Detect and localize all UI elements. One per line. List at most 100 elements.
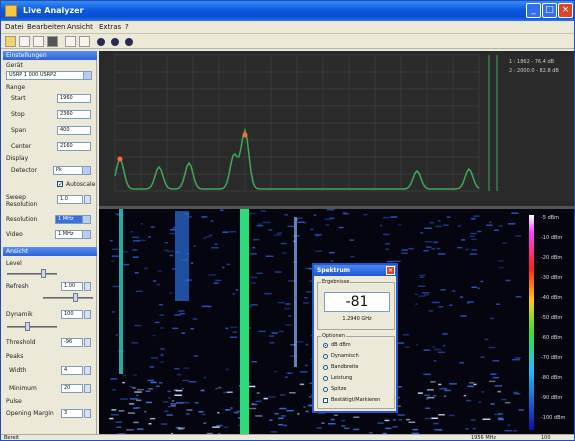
stop-label: Stop (11, 111, 25, 118)
menu-bearbeiten[interactable]: Bearbeiten (27, 23, 66, 31)
level-slider[interactable] (7, 273, 57, 275)
waterfall-pixel (122, 374, 126, 377)
open-icon[interactable] (5, 36, 16, 47)
waterfall-pixel (433, 241, 438, 244)
option-label-1: Dynamisch (331, 353, 359, 359)
camera-icon[interactable] (47, 36, 58, 47)
waterfall-pixel (229, 231, 237, 233)
waterfall-pixel (306, 291, 312, 293)
autoscale-checkbox[interactable]: ✓ (57, 181, 64, 188)
refresh-slider[interactable] (43, 297, 93, 299)
video-select[interactable]: 1 MHz (55, 230, 91, 239)
width-spinner[interactable] (84, 366, 91, 375)
grid-icon[interactable] (79, 36, 90, 47)
waterfall-pixel (150, 381, 157, 384)
app-icon (5, 5, 17, 17)
option-radio-3[interactable] (323, 376, 328, 381)
waterfall-pixel (111, 414, 119, 416)
option-radio-4[interactable] (323, 387, 328, 392)
option-radio-1[interactable] (323, 354, 328, 359)
minimum-field[interactable]: 20 (61, 384, 83, 393)
detector-select[interactable]: Pk (53, 166, 91, 175)
waterfall-pixel (307, 404, 315, 407)
waterfall-pixel (218, 386, 222, 389)
stop-field[interactable]: 2360 (57, 110, 91, 119)
option-label-2: Bandbreite (331, 364, 359, 370)
waterfall-pixel (188, 381, 197, 383)
opening-field[interactable]: 3 (61, 409, 83, 418)
pulse-label: Pulse (6, 398, 22, 405)
view-section-header[interactable]: Ansicht (3, 247, 97, 256)
menu-extras[interactable]: Extras (99, 23, 122, 31)
waterfall-pixel (202, 413, 206, 416)
waterfall-pixel (233, 412, 239, 414)
waterfall-pixel (471, 238, 477, 241)
threshold-field[interactable]: -96 (61, 338, 83, 347)
waterfall-pixel (118, 410, 125, 412)
waterfall-pixel (463, 394, 467, 397)
dialog-close-icon[interactable]: × (386, 266, 395, 275)
spectrum-plot[interactable]: 1 : 1862 - 76.4 dB 2 : 2000.0 - 82.8 dB (99, 51, 574, 206)
waterfall-pixel (498, 266, 504, 269)
dynamic-slider-thumb[interactable] (25, 322, 30, 331)
waterfall-pixel (303, 222, 307, 224)
close-button[interactable]: × (558, 3, 573, 18)
waterfall-pixel (248, 407, 257, 410)
waterfall-pixel (263, 397, 268, 400)
waterfall-pixel (160, 327, 164, 329)
maximize-button[interactable]: □ (542, 3, 557, 18)
waterfall-pixel (285, 376, 288, 378)
plot-divider[interactable] (99, 206, 574, 209)
minimum-spinner[interactable] (84, 384, 91, 393)
save-icon[interactable] (19, 36, 30, 47)
start-field[interactable]: 1960 (57, 94, 91, 103)
waterfall-pixel (176, 373, 182, 376)
refresh-spinner[interactable] (84, 282, 91, 291)
play-icon[interactable] (97, 38, 105, 46)
waterfall-pixel (159, 354, 164, 357)
waterfall-pixel (393, 260, 401, 263)
waterfall-pixel (210, 220, 214, 222)
waterfall-pixel (467, 302, 470, 304)
dynamic-slider[interactable] (7, 326, 57, 328)
resolution-select[interactable]: 1 MHz (55, 215, 91, 224)
dynamic-field[interactable]: 100 (61, 310, 83, 319)
minimize-button[interactable]: _ (526, 3, 541, 18)
waterfall-pixel (134, 272, 139, 274)
menu-ansicht[interactable]: Ansicht (67, 23, 93, 31)
threshold-spinner[interactable] (84, 338, 91, 347)
dialog-checkbox[interactable] (323, 398, 328, 403)
device-select[interactable]: USRP 1 000 USRP2 (6, 71, 92, 80)
settings-icon[interactable] (65, 36, 76, 47)
refresh-slider-thumb[interactable] (73, 293, 78, 302)
opening-spinner[interactable] (84, 409, 91, 418)
waterfall-pixel (166, 414, 173, 416)
dynamic-spinner[interactable] (84, 310, 91, 319)
span-field[interactable]: 400 (57, 126, 91, 135)
menu-help[interactable]: ? (125, 23, 129, 31)
waterfall-pixel (448, 414, 455, 417)
option-radio-2[interactable] (323, 365, 328, 370)
sweep-spinner[interactable] (84, 195, 91, 204)
level-slider-thumb[interactable] (41, 269, 46, 278)
print-icon[interactable] (33, 36, 44, 47)
sweep-field[interactable]: 1.0 (57, 195, 83, 204)
refresh-field[interactable]: 1.00 (61, 282, 83, 291)
option-radio-0[interactable] (323, 343, 328, 348)
waterfall-pixel (170, 433, 173, 435)
settings-section-header[interactable]: Einstellungen (3, 51, 97, 60)
center-field[interactable]: 2160 (57, 142, 91, 151)
menu-datei[interactable]: Datei (5, 23, 24, 31)
waterfall-pixel (162, 401, 169, 403)
waterfall-pixel (380, 224, 382, 227)
dialog-title[interactable]: Spektrum (314, 265, 396, 276)
status-level: 100 (541, 435, 551, 441)
waterfall-pixel (168, 397, 171, 399)
waterfall-pixel (303, 302, 310, 304)
waterfall-pixel (156, 385, 160, 387)
width-field[interactable]: 4 (61, 366, 83, 375)
stop-icon[interactable] (125, 38, 133, 46)
scale-label: -60 dBm (541, 335, 562, 341)
waterfall-pixel (467, 385, 474, 388)
record-icon[interactable] (111, 38, 119, 46)
